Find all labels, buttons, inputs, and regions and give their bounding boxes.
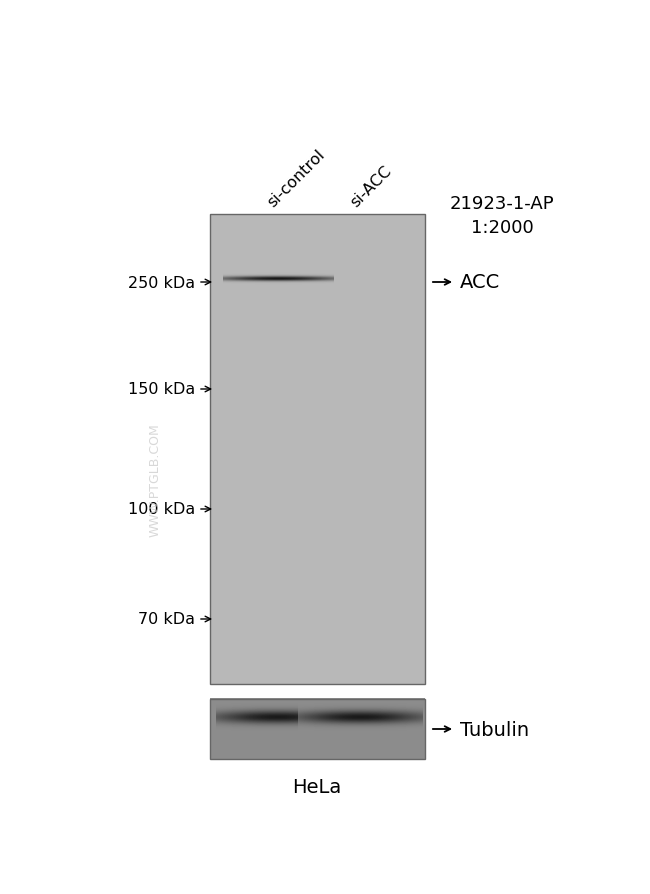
Text: si-ACC: si-ACC <box>347 163 394 210</box>
Text: HeLa: HeLa <box>292 777 342 797</box>
Bar <box>210 215 425 684</box>
Text: ACC: ACC <box>460 274 500 292</box>
Text: WWW.PTGLB.COM: WWW.PTGLB.COM <box>148 423 161 536</box>
Text: 21923-1-AP
1:2000: 21923-1-AP 1:2000 <box>450 195 554 236</box>
Bar <box>210 699 425 759</box>
Text: si-control: si-control <box>265 147 328 210</box>
Text: 100 kDa: 100 kDa <box>128 502 195 517</box>
Text: 150 kDa: 150 kDa <box>128 382 195 397</box>
Text: 70 kDa: 70 kDa <box>138 611 195 627</box>
Text: Tubulin: Tubulin <box>460 720 529 738</box>
Text: 250 kDa: 250 kDa <box>128 275 195 291</box>
